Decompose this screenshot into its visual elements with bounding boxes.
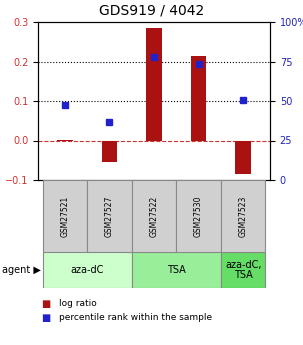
Bar bbox=[132, 252, 221, 288]
Text: GSM27523: GSM27523 bbox=[239, 195, 248, 237]
Bar bbox=[235, 140, 251, 174]
Bar bbox=[87, 180, 132, 252]
Bar bbox=[191, 56, 206, 140]
Text: GDS919 / 4042: GDS919 / 4042 bbox=[99, 3, 204, 17]
Text: aza-dC,
TSA: aza-dC, TSA bbox=[225, 259, 261, 280]
Text: percentile rank within the sample: percentile rank within the sample bbox=[59, 314, 212, 323]
Text: agent ▶: agent ▶ bbox=[2, 265, 40, 275]
Bar bbox=[221, 180, 265, 252]
Text: aza-dC: aza-dC bbox=[70, 265, 104, 275]
Bar bbox=[42, 252, 132, 288]
Bar bbox=[221, 252, 265, 288]
Bar bbox=[102, 140, 117, 162]
Text: GSM27521: GSM27521 bbox=[60, 195, 69, 237]
Bar bbox=[146, 28, 162, 140]
Text: GSM27530: GSM27530 bbox=[194, 195, 203, 237]
Bar bbox=[176, 180, 221, 252]
Text: log ratio: log ratio bbox=[59, 299, 97, 308]
Text: ■: ■ bbox=[41, 313, 50, 323]
Text: TSA: TSA bbox=[167, 265, 186, 275]
Bar bbox=[132, 180, 176, 252]
Bar bbox=[42, 180, 87, 252]
Text: ■: ■ bbox=[41, 299, 50, 309]
Text: GSM27527: GSM27527 bbox=[105, 195, 114, 237]
Text: GSM27522: GSM27522 bbox=[149, 195, 158, 237]
